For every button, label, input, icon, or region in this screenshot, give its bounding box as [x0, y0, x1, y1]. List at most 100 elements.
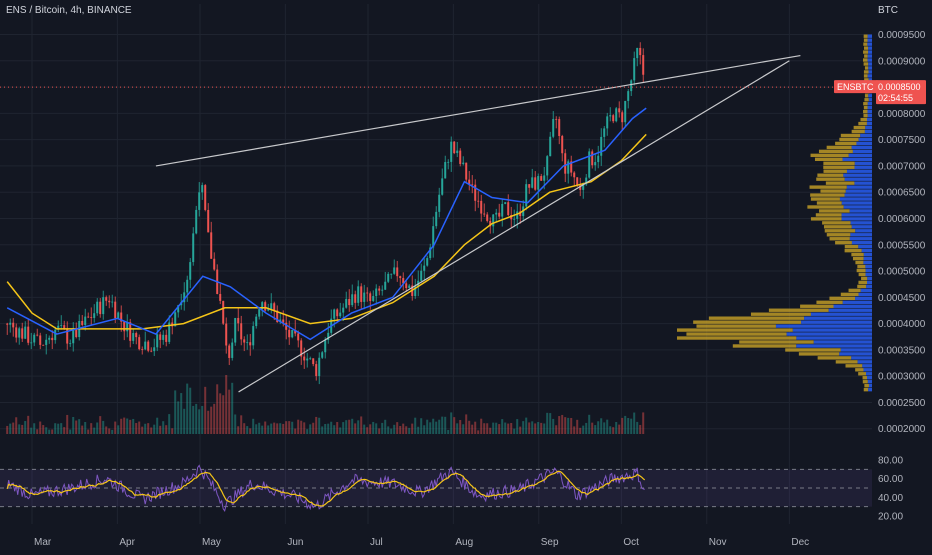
vp-bar-down	[825, 181, 855, 185]
vp-bar-down	[677, 328, 793, 332]
candle-body	[438, 194, 441, 212]
candle-body	[192, 233, 195, 263]
candle-body	[399, 276, 402, 279]
vp-bar-up	[867, 380, 872, 384]
volume-bar	[513, 428, 516, 434]
candle-body	[126, 322, 129, 332]
volume-bar	[327, 423, 330, 434]
candle-body	[306, 358, 309, 361]
candle-body	[324, 340, 327, 353]
vp-bar-up	[858, 245, 872, 249]
candle-body	[630, 80, 633, 92]
candle-body	[408, 285, 411, 289]
volume-bar	[138, 421, 141, 434]
vp-bar-up	[792, 328, 872, 332]
vp-bar-up	[858, 137, 872, 142]
candle-body	[567, 161, 570, 174]
volume-bar	[270, 423, 273, 434]
candle-body	[207, 209, 210, 233]
trendline-upper	[155, 54, 801, 167]
volume-bar	[243, 423, 246, 434]
vp-bar-down	[863, 50, 869, 54]
volume-bar	[441, 416, 444, 434]
volume-bar	[468, 420, 471, 434]
vp-bar-up	[867, 109, 872, 114]
candle-body	[465, 162, 468, 180]
volume-bar	[261, 425, 264, 434]
volume-bar	[45, 427, 48, 434]
volume-bar	[297, 419, 300, 434]
candle-body	[123, 321, 126, 332]
vp-bar-up	[863, 260, 872, 265]
candle-body	[414, 286, 417, 296]
candle-body	[543, 175, 546, 181]
volume-bar	[27, 415, 30, 434]
vp-bar-up	[841, 217, 872, 221]
vp-bar-up	[810, 312, 872, 316]
candle-body	[597, 155, 600, 163]
vp-bar-down	[863, 34, 868, 38]
candle-body	[288, 329, 291, 338]
candle-body	[516, 211, 519, 219]
volume-bar	[477, 430, 480, 434]
volume-bar	[393, 424, 396, 434]
candle-body	[486, 214, 489, 221]
vp-bar-down	[810, 193, 845, 197]
volume-bar	[240, 415, 243, 434]
volume-bar	[177, 401, 180, 434]
candle-body	[396, 267, 399, 277]
volume-bar	[6, 425, 9, 434]
volume-bar	[102, 420, 105, 434]
vp-bar-up	[867, 42, 872, 46]
rsi-tick-label: 40.00	[878, 493, 903, 504]
volume-bar	[273, 422, 276, 434]
volume-bar	[63, 427, 66, 434]
candle-body	[186, 279, 189, 293]
vp-bar-down	[807, 205, 844, 209]
vp-bar-down	[862, 380, 868, 384]
candle-body	[462, 162, 465, 164]
vp-bar-up	[854, 165, 872, 169]
candle-body	[90, 317, 93, 318]
volume-bar	[66, 414, 69, 434]
rsi-ma-line	[6, 470, 646, 507]
vp-bar-up	[851, 225, 872, 229]
candle-body	[234, 317, 237, 343]
candle-body	[555, 118, 558, 120]
volume-bar	[471, 424, 474, 434]
volume-bar	[306, 429, 309, 434]
volume-bar	[198, 409, 201, 434]
vp-bar-down	[820, 189, 846, 193]
trendlines[interactable]	[155, 54, 801, 393]
candle-body	[252, 326, 255, 346]
candle-body	[420, 270, 423, 281]
candle-body	[624, 100, 627, 123]
volume-bar	[582, 425, 585, 434]
volume-bar	[315, 416, 318, 434]
vp-bar-up	[856, 141, 872, 146]
volume-bar	[537, 421, 540, 434]
volume-bar	[123, 417, 126, 434]
candle-body	[63, 325, 66, 329]
vp-bar-up	[867, 38, 872, 42]
candle-body	[489, 220, 492, 227]
candle-body	[345, 298, 348, 308]
volume-bar	[249, 428, 252, 434]
y-tick-label: 0.0007000	[878, 161, 926, 172]
candle-body	[477, 200, 480, 202]
volume-bar	[324, 423, 327, 434]
candle-body	[441, 178, 444, 195]
candle-body	[627, 91, 630, 101]
x-tick-label: Jun	[287, 537, 303, 548]
candle-body	[12, 322, 15, 328]
vp-bar-up	[855, 229, 872, 233]
ma-slow-line	[6, 133, 647, 330]
vp-bar-down	[823, 225, 852, 229]
candle-body	[300, 340, 303, 357]
vp-bar-up	[842, 157, 872, 162]
volume-bar	[111, 429, 114, 434]
candle-body	[588, 151, 591, 178]
volume-bar	[36, 429, 39, 434]
